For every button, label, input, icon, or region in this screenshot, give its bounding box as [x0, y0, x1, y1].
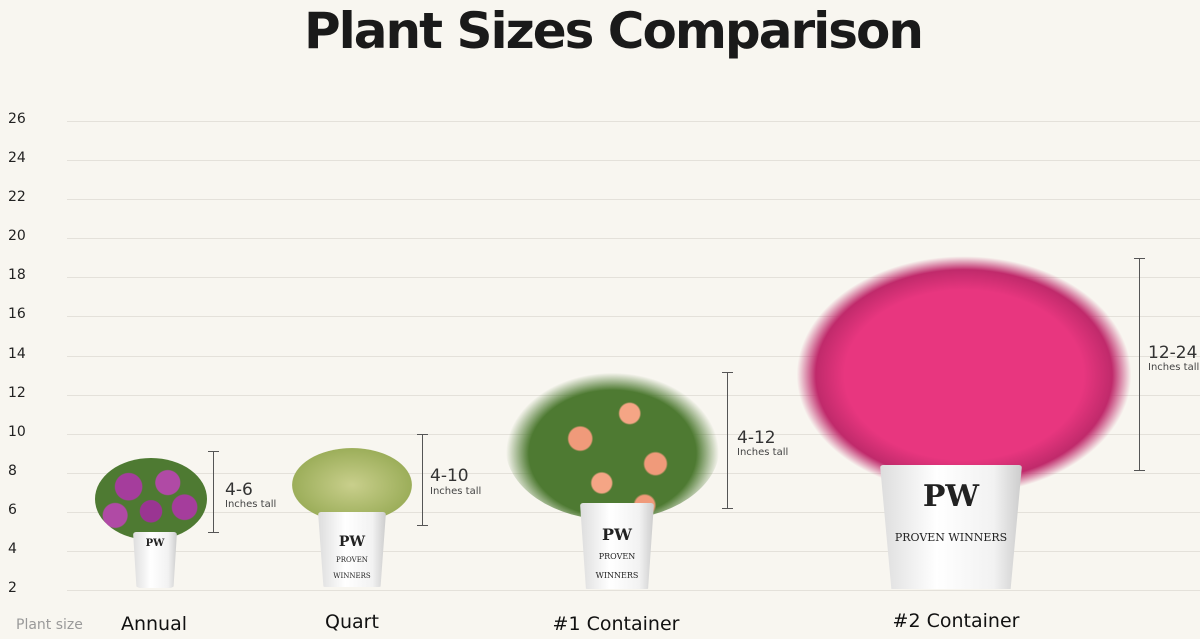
- category-2-container: #2 Container: [892, 610, 1020, 632]
- category-1-container: #1 Container: [552, 613, 680, 635]
- quart-foliage: [292, 448, 412, 522]
- brand-logo: PW: [922, 479, 980, 514]
- range-label-2-container: 12-24: [1148, 343, 1198, 363]
- page-title: Plant Sizes Comparison: [304, 2, 924, 60]
- range-bracket-2-container: [1134, 258, 1145, 471]
- y-tick-label: 8: [8, 462, 17, 479]
- brand-logo: PW: [338, 534, 366, 550]
- y-tick-label: 24: [8, 150, 26, 167]
- range-unit-2-container: Inches tall: [1148, 362, 1200, 373]
- gridline: [67, 316, 1200, 318]
- annual-flowers: [95, 458, 207, 540]
- gridline: [67, 199, 1200, 201]
- range-label-quart: 4-10: [430, 466, 469, 486]
- category-quart: Quart: [325, 611, 379, 633]
- rose-foliage: [505, 372, 720, 520]
- annual-pot: PW: [133, 532, 177, 588]
- range-label-annual: 4-6: [225, 480, 253, 500]
- gridline: [67, 238, 1200, 240]
- gridline: [67, 355, 1200, 357]
- y-tick-label: 10: [8, 423, 26, 440]
- gridline: [67, 121, 1200, 122]
- range-bracket-1-container: [722, 372, 733, 509]
- brand-name: PROVEN WINNERS: [894, 531, 1008, 544]
- range-unit-1-container: Inches tall: [737, 447, 789, 458]
- range-bracket-annual: [208, 451, 219, 533]
- y-tick-label: 22: [8, 189, 26, 206]
- range-unit-quart: Inches tall: [430, 486, 482, 497]
- y-tick-label: 14: [8, 345, 26, 362]
- weigela-foliage: [795, 255, 1133, 495]
- y-tick-label: 6: [8, 501, 17, 518]
- y-tick-label: 16: [8, 306, 26, 323]
- y-tick-label: 26: [8, 111, 26, 127]
- gridline: [67, 590, 1200, 591]
- container-2-pot: PW PROVEN WINNERS: [880, 465, 1022, 589]
- brand-logo: PW: [602, 525, 632, 544]
- range-unit-annual: Inches tall: [225, 499, 277, 510]
- brand-logo: PW: [145, 538, 165, 549]
- x-axis-label: Plant size: [16, 617, 83, 633]
- y-tick-label: 2: [8, 580, 17, 596]
- y-tick-label: 12: [8, 384, 26, 401]
- y-tick-label: 4: [8, 540, 17, 557]
- brand-name: PROVEN WINNERS: [595, 552, 639, 580]
- category-annual: Annual: [120, 613, 188, 635]
- container-1-pot: PW PROVEN WINNERS: [580, 503, 654, 589]
- y-tick-label: 20: [8, 228, 26, 245]
- quart-pot: PW PROVEN WINNERS: [318, 512, 386, 587]
- brand-name: PROVEN WINNERS: [333, 556, 371, 580]
- y-tick-label: 18: [8, 267, 26, 284]
- range-bracket-quart: [417, 434, 428, 526]
- gridline: [67, 160, 1200, 162]
- gridline: [67, 277, 1200, 279]
- range-label-1-container: 4-12: [737, 428, 776, 448]
